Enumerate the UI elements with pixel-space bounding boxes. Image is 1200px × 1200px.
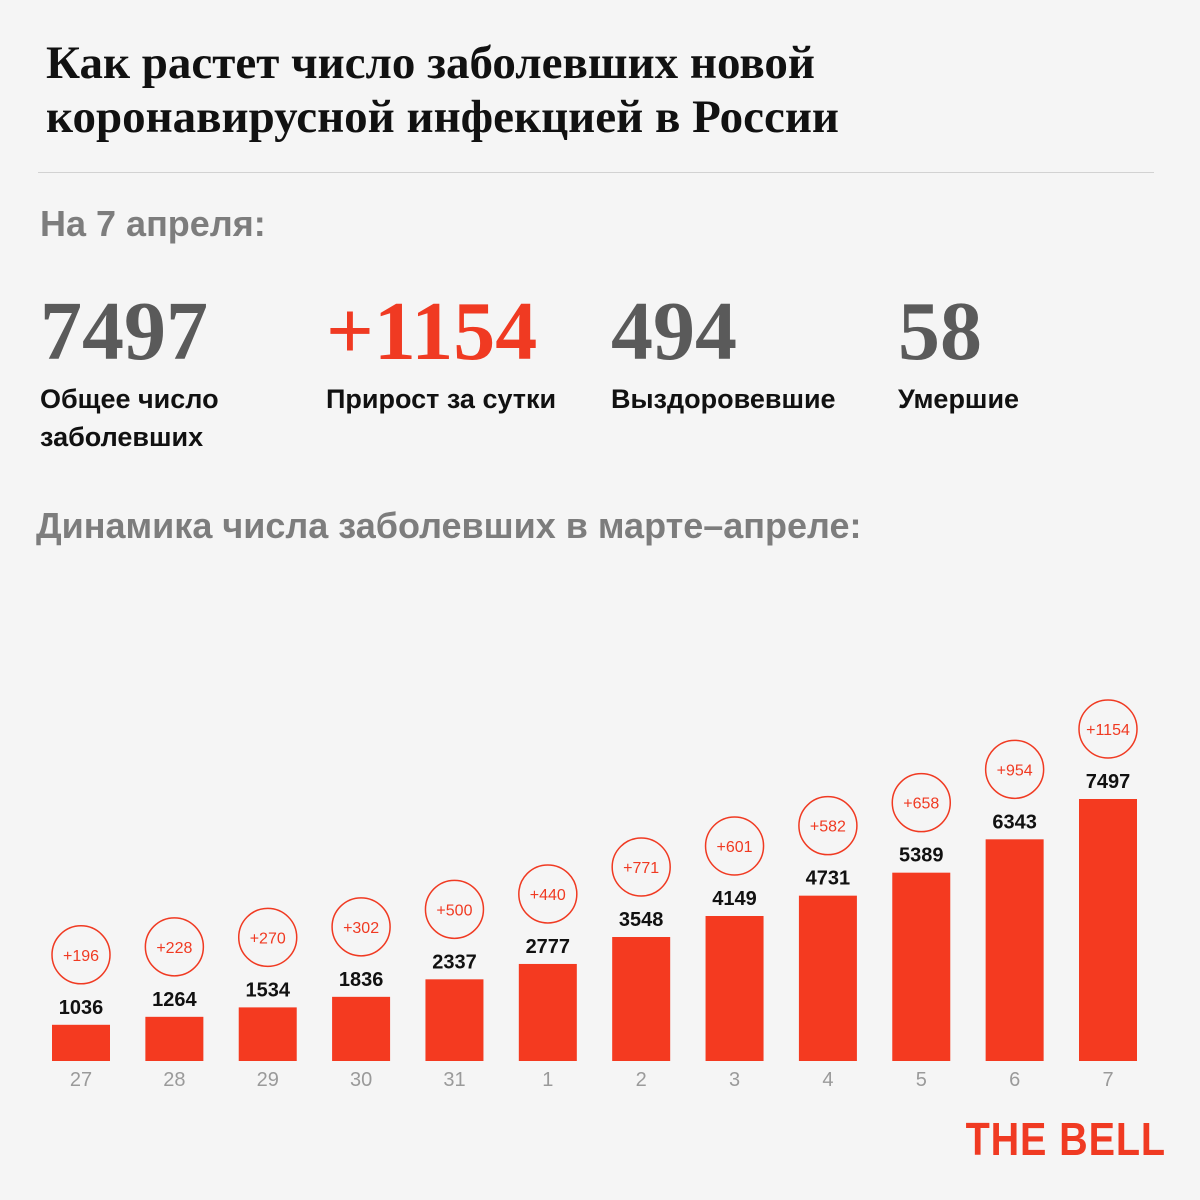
bar-value-label: 5389 bbox=[899, 845, 944, 867]
bar-value-label: 4731 bbox=[806, 868, 851, 890]
x-tick-label: 5 bbox=[916, 1069, 927, 1091]
increment-label: +302 bbox=[343, 920, 379, 937]
chart-heading: Динамика числа заболевших в марте–апреле… bbox=[36, 505, 862, 546]
stat-deaths-value: 58 bbox=[898, 285, 982, 378]
bar-value-label: 7497 bbox=[1086, 771, 1131, 793]
stat-recovered: 494 Выздоровевшие bbox=[611, 290, 836, 418]
stat-total-cases-value: 7497 bbox=[40, 285, 208, 378]
x-tick-label: 6 bbox=[1009, 1069, 1020, 1091]
increment-circle bbox=[984, 739, 1045, 800]
x-tick-label: 3 bbox=[729, 1069, 740, 1091]
stat-total-cases-label-line2: заболевших bbox=[40, 422, 204, 452]
increment-circle bbox=[891, 772, 952, 833]
increment-label: +658 bbox=[903, 796, 939, 813]
bar-value-label: 6343 bbox=[992, 811, 1037, 833]
stat-recovered-value: 494 bbox=[611, 285, 737, 378]
stat-daily-increase-label: Прирост за сутки bbox=[326, 384, 557, 414]
bar bbox=[1079, 799, 1137, 1061]
title-line-2: коронавирусной инфекцией в России bbox=[46, 91, 840, 143]
increment-label: +500 bbox=[436, 902, 472, 919]
bar bbox=[612, 937, 671, 1061]
bar bbox=[985, 839, 1044, 1061]
bar bbox=[332, 996, 391, 1061]
bar bbox=[518, 963, 577, 1061]
x-tick-label: 30 bbox=[350, 1069, 372, 1091]
x-tick-label: 29 bbox=[257, 1069, 279, 1091]
increment-circle bbox=[237, 907, 298, 968]
date-label: На 7 апреля: bbox=[40, 203, 266, 244]
page-title: Как растет число заболевших новой корона… bbox=[46, 36, 1156, 144]
x-tick-label: 31 bbox=[443, 1069, 465, 1091]
bar bbox=[238, 1007, 297, 1061]
bar bbox=[52, 1024, 110, 1061]
bar bbox=[425, 979, 484, 1061]
increment-circle bbox=[798, 795, 858, 856]
bar bbox=[145, 1016, 204, 1061]
bar-value-label: 4149 bbox=[712, 888, 757, 910]
bar-value-label: 1264 bbox=[152, 989, 197, 1011]
increment-circle bbox=[704, 816, 765, 876]
increment-circle bbox=[51, 925, 111, 985]
x-tick-label: 28 bbox=[163, 1069, 185, 1091]
increment-circle bbox=[424, 879, 485, 940]
increment-label: +954 bbox=[997, 762, 1033, 779]
stat-total-cases-label: Общее число заболевших bbox=[40, 380, 219, 456]
x-tick-label: 1 bbox=[542, 1069, 553, 1091]
increment-label: +196 bbox=[63, 948, 99, 965]
increment-label: +601 bbox=[717, 839, 753, 856]
bar-value-label: 3548 bbox=[619, 909, 664, 931]
bar bbox=[705, 916, 764, 1061]
x-tick-label: 7 bbox=[1102, 1069, 1113, 1091]
stat-deaths: 58 Умершие bbox=[898, 290, 1019, 418]
x-tick-label: 27 bbox=[70, 1069, 92, 1091]
header-divider bbox=[38, 172, 1154, 173]
bar-value-label: 1036 bbox=[59, 997, 104, 1019]
stat-daily-increase: +1154 Прирост за сутки bbox=[326, 290, 556, 418]
title-line-1: Как растет число заболевших новой bbox=[46, 37, 815, 89]
x-tick-label: 2 bbox=[636, 1069, 647, 1091]
increment-label: +270 bbox=[250, 930, 286, 947]
increment-label: +771 bbox=[623, 860, 659, 877]
increment-circle bbox=[1078, 699, 1138, 759]
bar-value-label: 1534 bbox=[245, 979, 290, 1001]
stat-total-cases-label-line1: Общее число bbox=[40, 384, 219, 414]
increment-circle bbox=[611, 837, 671, 897]
x-tick-label: 4 bbox=[822, 1069, 833, 1091]
stat-deaths-label: Умершие bbox=[898, 384, 1020, 414]
increment-circle bbox=[518, 864, 578, 924]
bar bbox=[798, 895, 857, 1061]
stat-total-cases: 7497 Общее число заболевших bbox=[40, 290, 219, 456]
stat-recovered-label: Выздоровевшие bbox=[611, 384, 836, 414]
increment-label: +1154 bbox=[1086, 722, 1130, 739]
bar-value-label: 2777 bbox=[526, 936, 571, 958]
increment-label: +440 bbox=[530, 887, 566, 904]
the-bell-logo: THE BELL bbox=[965, 1113, 1166, 1165]
stat-daily-increase-value: +1154 bbox=[326, 285, 538, 378]
bar-value-label: 1836 bbox=[339, 969, 384, 991]
increment-label: +582 bbox=[810, 819, 846, 836]
increment-label: +228 bbox=[156, 940, 192, 957]
bar bbox=[892, 872, 951, 1061]
increment-circle bbox=[144, 917, 205, 977]
increment-circle bbox=[331, 897, 391, 957]
bar-value-label: 2337 bbox=[432, 951, 477, 973]
